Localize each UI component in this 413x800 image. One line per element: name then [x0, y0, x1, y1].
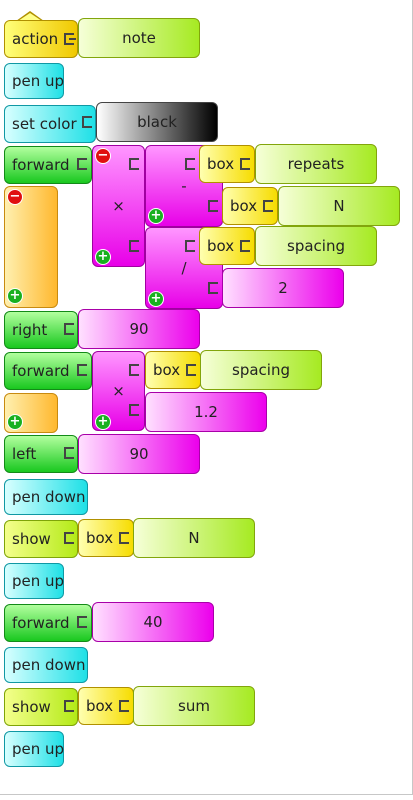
factor-arg[interactable]: 1.2 — [145, 392, 267, 432]
box-n-socket — [263, 200, 273, 212]
box-spacing-block-2[interactable]: box — [145, 351, 201, 389]
forward-socket-2 — [77, 364, 87, 376]
color-arg[interactable]: black — [96, 102, 218, 142]
pen-up-block-2[interactable]: pen up — [4, 563, 64, 599]
box-label: box — [86, 697, 114, 715]
multiply-socket-top — [129, 158, 139, 170]
multiply-symbol: × — [112, 382, 125, 400]
multiply-socket-bottom — [129, 240, 139, 252]
divide-socket-top — [185, 240, 195, 252]
divide-symbol: / — [181, 259, 187, 277]
repeats-arg[interactable]: repeats — [255, 144, 377, 184]
pen-down-block-2[interactable]: pen down — [4, 647, 88, 683]
box-repeats-socket — [240, 158, 250, 170]
set-color-label: set color — [12, 115, 77, 133]
forward-block-2[interactable]: forward — [4, 352, 92, 390]
minus-add-icon[interactable]: + — [148, 208, 164, 224]
action-socket — [64, 33, 74, 45]
spacing-arg[interactable]: spacing — [255, 226, 377, 266]
left-angle-value: 90 — [129, 445, 149, 463]
spacing-value: spacing — [232, 361, 290, 379]
box-label: box — [86, 529, 114, 547]
set-color-block[interactable]: set color — [4, 105, 96, 143]
minus-socket-top — [185, 158, 195, 170]
note-value: note — [122, 29, 156, 47]
box-n-block[interactable]: box — [222, 187, 278, 225]
box-n-block-2[interactable]: box — [78, 519, 134, 557]
two-arg[interactable]: 2 — [222, 268, 344, 308]
distance-value: 40 — [143, 613, 163, 631]
show-socket — [64, 532, 74, 544]
box-label: box — [230, 197, 258, 215]
show-label: show — [12, 530, 51, 548]
right-label: right — [12, 321, 48, 339]
action-hat-fill — [18, 13, 42, 21]
right-angle-value: 90 — [129, 320, 149, 338]
box-sum-socket — [119, 700, 129, 712]
multiply-add-icon-2[interactable]: + — [95, 414, 111, 430]
pen-down-label: pen down — [12, 488, 86, 506]
sum-arg[interactable]: sum — [133, 686, 255, 726]
pen-up-block[interactable]: pen up — [4, 63, 64, 99]
distance-arg[interactable]: 40 — [92, 602, 214, 642]
right-socket — [64, 323, 74, 335]
pen-up-label: pen up — [12, 572, 65, 590]
factor-value: 1.2 — [194, 403, 218, 421]
box-n-socket-2 — [119, 532, 129, 544]
show-socket-2 — [64, 700, 74, 712]
note-arg[interactable]: note — [78, 18, 200, 58]
multiply-socket-bottom-2 — [129, 404, 139, 416]
forward-socket — [77, 158, 87, 170]
n-value: N — [333, 197, 345, 215]
pen-down-block[interactable]: pen down — [4, 479, 88, 515]
pen-up-label: pen up — [12, 72, 65, 90]
box-sum-block[interactable]: box — [78, 687, 134, 725]
clamp-add-icon[interactable]: + — [7, 288, 23, 304]
n-value: N — [188, 529, 200, 547]
multiply-add-icon[interactable]: + — [95, 249, 111, 265]
minus-symbol: - — [181, 177, 187, 195]
box-spacing-block[interactable]: box — [199, 227, 255, 265]
forward-label: forward — [12, 614, 70, 632]
action-socket-pin — [69, 38, 76, 40]
divide-socket-bottom — [208, 282, 218, 294]
forward-label: forward — [12, 362, 70, 380]
two-value: 2 — [278, 279, 288, 297]
forward-socket-3 — [77, 616, 87, 628]
left-angle-arg[interactable]: 90 — [78, 434, 200, 474]
minus-socket-bottom — [208, 200, 218, 212]
show-label: show — [12, 698, 51, 716]
pen-up-label: pen up — [12, 740, 65, 758]
box-repeats-block[interactable]: box — [199, 145, 255, 183]
clamp-remove-icon[interactable]: − — [7, 189, 23, 205]
pen-down-label: pen down — [12, 656, 86, 674]
n-arg-2[interactable]: N — [133, 518, 255, 558]
repeats-value: repeats — [287, 155, 345, 173]
spacing-value: spacing — [287, 237, 345, 255]
multiply-operator[interactable]: × — [92, 145, 145, 267]
clamp-block[interactable] — [4, 186, 58, 308]
clamp-add-icon-2[interactable]: + — [7, 414, 23, 430]
n-arg[interactable]: N — [278, 186, 400, 226]
right-angle-arg[interactable]: 90 — [78, 309, 200, 349]
divide-add-icon[interactable]: + — [148, 291, 164, 307]
sum-value: sum — [178, 697, 210, 715]
box-spacing-socket — [240, 240, 250, 252]
forward-label: forward — [12, 156, 70, 174]
left-label: left — [12, 445, 37, 463]
action-label: action — [12, 30, 59, 48]
multiply-symbol: × — [112, 197, 125, 215]
color-value: black — [137, 113, 177, 131]
box-spacing-socket-2 — [186, 364, 196, 376]
box-label: box — [207, 155, 235, 173]
pen-up-block-3[interactable]: pen up — [4, 731, 64, 767]
multiply-socket-top-2 — [129, 364, 139, 376]
box-label: box — [207, 237, 235, 255]
left-socket — [64, 447, 74, 459]
multiply-remove-icon[interactable]: − — [95, 148, 111, 164]
spacing-arg-2[interactable]: spacing — [200, 350, 322, 390]
set-color-socket — [82, 116, 92, 128]
box-label: box — [153, 361, 181, 379]
